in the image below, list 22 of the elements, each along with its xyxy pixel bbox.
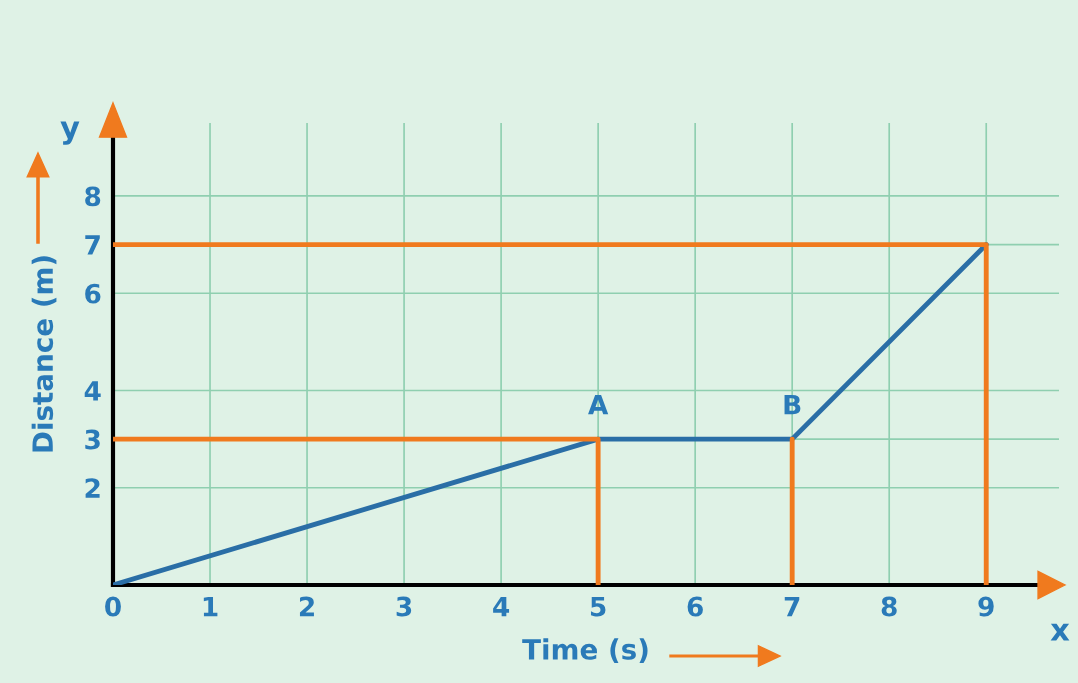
annotation: B — [784, 394, 801, 415]
y-axis-title: Distance (m) — [31, 256, 57, 452]
x-tick-label: 0 — [105, 596, 121, 617]
x-axis-title: Time (s) — [522, 638, 648, 664]
x-tick-label: 3 — [396, 596, 412, 617]
y-tick-label: 8 — [85, 186, 101, 207]
y-tick-label: 7 — [85, 235, 100, 255]
x-tick-label: 9 — [978, 596, 994, 617]
annotation: A — [588, 394, 609, 415]
x-tick-label: 8 — [881, 596, 897, 617]
x-tick-label: 2 — [299, 596, 314, 617]
y-tick-label: 4 — [84, 381, 101, 401]
x-tick-label: 5 — [590, 596, 606, 617]
text: y — [60, 121, 80, 145]
y-tick-label: 6 — [85, 283, 101, 304]
y-tick-label: 2 — [85, 478, 100, 498]
y-tick-label: 3 — [85, 429, 100, 450]
x-tick-label: 7 — [784, 596, 800, 617]
x-tick-label: 1 — [203, 596, 218, 617]
x-tick-label: 4 — [493, 596, 510, 617]
x-tick-label: 6 — [687, 596, 703, 617]
text: x — [1050, 623, 1070, 641]
